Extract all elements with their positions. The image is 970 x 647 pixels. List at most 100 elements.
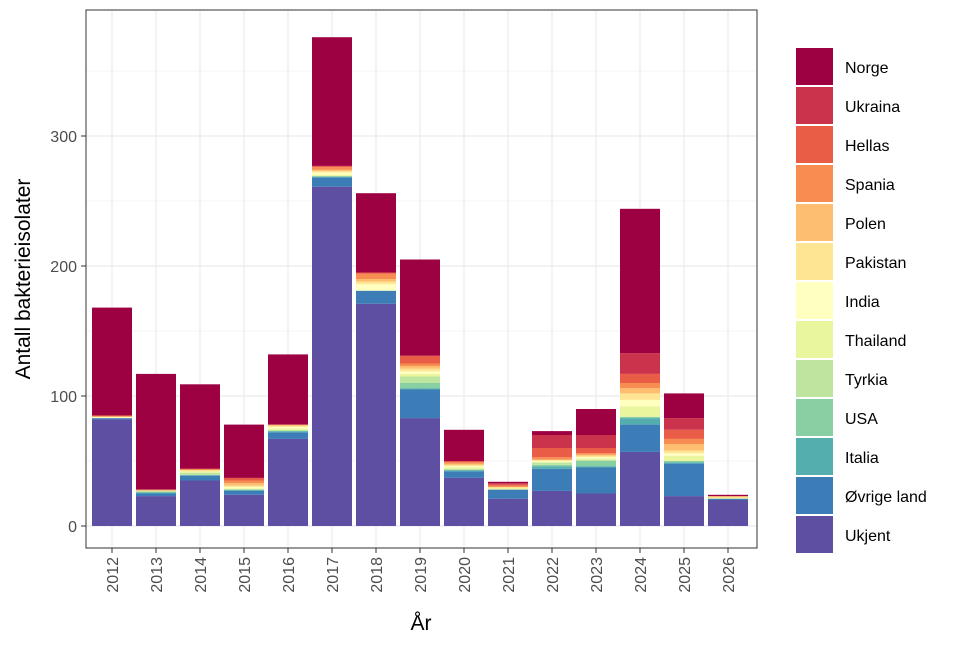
bar-segment--vrige-land-2015: [224, 490, 264, 495]
x-tick-label: 2017: [325, 557, 342, 593]
bar-segment-spania-2014: [180, 468, 220, 471]
legend-key: [796, 126, 833, 163]
bar-segment--vrige-land-2022: [532, 468, 572, 491]
bar-segment-polen-2016: [268, 424, 308, 426]
bar-segment-ukjent-2020: [444, 477, 484, 526]
bars: [92, 37, 748, 526]
x-tick-label: 2012: [105, 557, 122, 593]
bar-segment-spania-2022: [532, 457, 572, 460]
bar-segment-hellas-2023: [576, 448, 616, 454]
bar-segment-spania-2025: [664, 438, 704, 445]
bar-segment-ukraina-2025: [664, 418, 704, 430]
bar-segment-thailand-2021: [488, 488, 528, 490]
bar-segment-ukjent-2012: [92, 419, 132, 526]
bar-segment--vrige-land-2026: [708, 498, 748, 500]
bar-segment-polen-2024: [620, 388, 660, 394]
legend-key: [796, 204, 833, 241]
legend-key: [796, 282, 833, 319]
bar-segment-polen-2025: [664, 444, 704, 451]
legend-key: [796, 477, 833, 514]
bar-segment-spania-2020: [444, 462, 484, 464]
legend-key: [796, 243, 833, 280]
bar-segment-hellas-2019: [400, 355, 440, 364]
y-tick-label: 0: [68, 519, 77, 536]
bar-segment-polen-2023: [576, 454, 616, 456]
bar-segment-italia-2024: [620, 418, 660, 425]
bar-segment-thailand-2026: [708, 497, 748, 499]
bar-segment-norge-2020: [444, 429, 484, 461]
x-tick-label: 2025: [677, 557, 694, 593]
bar-segment-polen-2019: [400, 366, 440, 369]
bar-segment-norge-2012: [92, 307, 132, 416]
bar-segment-polen-2020: [444, 463, 484, 465]
bar-segment--vrige-land-2023: [576, 467, 616, 494]
bar-segment-ukjent-2026: [708, 500, 748, 526]
bar-segment-italia-2017: [312, 176, 352, 178]
bar-segment-norge-2018: [356, 193, 396, 273]
bar-segment-pakistan-2015: [224, 485, 264, 487]
x-tick-label: 2024: [633, 557, 650, 593]
bar-segment-thailand-2019: [400, 373, 440, 377]
bar-segment-ukraina-2023: [576, 435, 616, 448]
bar-segment-thailand-2023: [576, 458, 616, 460]
bar-segment--vrige-land-2014: [180, 475, 220, 481]
bar-segment-pakistan-2024: [620, 393, 660, 400]
bar-segment-usa-2023: [576, 461, 616, 467]
legend-key: [796, 516, 833, 553]
bar-segment-norge-2026: [708, 494, 748, 497]
legend-label: Norge: [845, 60, 889, 77]
legend-key: [796, 399, 833, 436]
plot-border: [85, 9, 758, 549]
bar-segment-india-2017: [312, 172, 352, 175]
legend: Norge Ukraina Hellas Spania Polen Pakistan Ind…: [796, 48, 927, 553]
legend-key: [796, 438, 833, 475]
bar-segment-pakistan-2023: [576, 455, 616, 458]
bar-segment-hellas-2024: [620, 373, 660, 383]
bar-segment--vrige-land-2012: [92, 418, 132, 420]
bar-segment-india-2012: [92, 416, 132, 419]
legend-label: India: [845, 294, 880, 311]
bar-segment-hellas-2022: [532, 448, 572, 458]
bar-segment-tyrkia-2014: [180, 472, 220, 476]
x-tick-label: 2021: [501, 557, 518, 593]
x-tick-label: 2013: [149, 557, 166, 593]
bar-segment-norge-2013: [136, 373, 176, 490]
bar-segment--vrige-land-2024: [620, 424, 660, 452]
legend-key: [796, 165, 833, 202]
bar-segment-ukjent-2025: [664, 496, 704, 526]
bar-segment-pakistan-2018: [356, 281, 396, 285]
bar-segment-polen-2013: [136, 489, 176, 491]
bar-segment-thailand-2015: [224, 488, 264, 490]
bar-segment-hellas-2015: [224, 477, 264, 481]
bar-segment-ukraina-2021: [488, 483, 528, 485]
bar-segment-spania-2021: [488, 485, 528, 487]
y-axis: 0 100 200 300: [50, 129, 86, 536]
bar-segment-ukraina-2024: [620, 353, 660, 374]
bar-segment-italia-2025: [664, 462, 704, 464]
bar-segment-polen-2015: [224, 483, 264, 486]
bar-segment-norge-2024: [620, 208, 660, 354]
bar-segment-india-2019: [400, 371, 440, 374]
x-tick-label: 2022: [545, 557, 562, 593]
bar-segment-thailand-2020: [444, 467, 484, 469]
bar-segment-italia-2013: [136, 492, 176, 494]
bar-segment-pakistan-2021: [488, 487, 528, 489]
y-tick-label: 300: [50, 129, 77, 146]
bar-segment-india-2018: [356, 284, 396, 291]
legend-label: Pakistan: [845, 255, 906, 272]
legend-label: USA: [845, 411, 878, 428]
legend-label: Thailand: [845, 333, 906, 350]
x-tick-label: 2019: [413, 557, 430, 593]
bar-segment-hellas-2021: [488, 484, 528, 486]
bar-segment-hellas-2020: [444, 461, 484, 463]
x-axis-title: År: [411, 612, 432, 635]
bar-segment-spania-2019: [400, 363, 440, 367]
bar-segment-norge-2015: [224, 424, 264, 478]
bar-segment-pakistan-2025: [664, 450, 704, 454]
bar-segment-hellas-2025: [664, 429, 704, 439]
bar-segment-ukjent-2022: [532, 490, 572, 526]
bar-segment-tyrkia-2019: [400, 376, 440, 383]
bar-segment-hellas-2017: [312, 165, 352, 168]
bar-segment-india-2016: [268, 427, 308, 429]
